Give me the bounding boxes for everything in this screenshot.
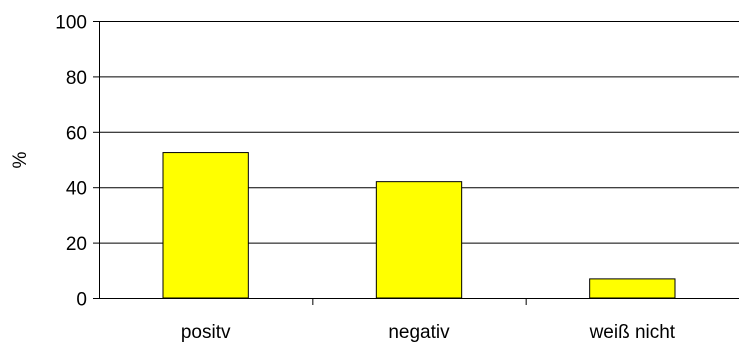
x-tick-labels: positv negativ weiß nicht xyxy=(181,322,676,343)
x-tick-label: negativ xyxy=(388,322,450,343)
x-tick-label: positv xyxy=(181,322,231,343)
bar-positv xyxy=(162,152,249,299)
y-tick-labels: 0 20 40 60 80 100 xyxy=(55,13,87,311)
axes xyxy=(93,21,739,305)
y-tick-label: 0 xyxy=(76,290,87,311)
x-tick-label: weiß nicht xyxy=(589,322,676,343)
bars xyxy=(162,152,676,299)
y-tick-label: 40 xyxy=(66,179,87,200)
y-tick-label: 20 xyxy=(66,234,87,255)
y-tick-label: 80 xyxy=(66,68,87,89)
y-tick-label: 60 xyxy=(66,123,87,144)
bar-weiß-nicht xyxy=(589,278,676,299)
y-axis-title: % xyxy=(10,151,31,168)
bar-negativ xyxy=(375,181,463,299)
y-tick-label: 100 xyxy=(55,13,87,34)
